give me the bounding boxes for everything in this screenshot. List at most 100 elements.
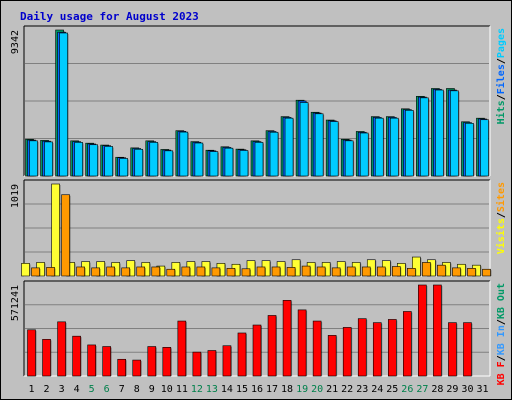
bar-pages-12 xyxy=(194,142,204,177)
x-tick-label: 1 xyxy=(29,384,35,395)
bar xyxy=(284,117,294,177)
x-tick-label: 24 xyxy=(371,384,383,395)
bar-pages-28 xyxy=(435,89,445,177)
bar xyxy=(405,110,414,177)
bar xyxy=(418,284,427,377)
bar-sites-6 xyxy=(106,266,116,277)
bar-sites-25 xyxy=(391,266,402,277)
x-tick-label: 7 xyxy=(119,384,125,395)
bar xyxy=(119,158,129,177)
bar-kb-f-28 xyxy=(433,284,443,377)
bar xyxy=(327,335,337,377)
bar-pages-26 xyxy=(405,110,415,177)
bar xyxy=(297,309,307,377)
bar xyxy=(76,266,85,277)
x-tick-label: 25 xyxy=(386,384,398,395)
bar xyxy=(269,131,279,177)
bar xyxy=(164,150,174,177)
legend-entry: / xyxy=(496,319,507,325)
bar-kb-f-16 xyxy=(252,324,262,377)
bar xyxy=(151,266,161,277)
bar-sites-29 xyxy=(452,267,462,277)
x-tick-label: 29 xyxy=(446,384,458,395)
bar xyxy=(104,146,113,177)
bar-kb-f-23 xyxy=(357,318,368,377)
bar-sites-14 xyxy=(226,268,236,277)
bar-sites-15 xyxy=(241,268,251,277)
bar xyxy=(241,268,251,277)
bar xyxy=(74,142,83,177)
bar xyxy=(467,268,476,277)
bar xyxy=(29,140,38,177)
bar xyxy=(181,266,191,277)
bar xyxy=(482,268,491,277)
bar-kb-f-10 xyxy=(162,347,172,377)
bar xyxy=(435,89,444,177)
right-legend: Visits/Sites xyxy=(495,182,507,254)
bar xyxy=(286,267,296,277)
bar xyxy=(162,347,172,377)
x-tick-label: 20 xyxy=(311,384,323,395)
bar xyxy=(346,266,356,277)
bar xyxy=(389,117,399,177)
x-tick-label: 26 xyxy=(401,384,413,395)
bar-sites-13 xyxy=(211,267,221,277)
bar-pages-22 xyxy=(344,140,355,177)
x-tick-label: 14 xyxy=(221,384,233,395)
bar xyxy=(372,322,382,377)
bar xyxy=(437,264,446,277)
bar-pages-21 xyxy=(329,121,340,177)
bar-sites-19 xyxy=(301,265,312,277)
legend-entry: Sites xyxy=(495,182,507,212)
bar xyxy=(147,346,157,377)
bar-kb-f-17 xyxy=(267,315,278,377)
bar xyxy=(46,267,55,277)
bar-pages-16 xyxy=(254,142,264,177)
bar xyxy=(344,140,354,177)
bar xyxy=(452,267,461,277)
bar-sites-4 xyxy=(76,266,86,277)
bar-pages-7 xyxy=(119,158,129,177)
bar-sites-2 xyxy=(46,267,56,277)
bar xyxy=(196,266,206,277)
bar xyxy=(301,265,311,277)
bar-sites-7 xyxy=(121,267,131,277)
bar-sites-9 xyxy=(151,266,161,277)
right-legend: KB F/KB In/KB Out xyxy=(496,283,507,385)
bar xyxy=(27,329,36,377)
bar-pages-4 xyxy=(74,142,84,177)
x-tick-label: 21 xyxy=(326,384,338,395)
bar-kb-f-3 xyxy=(57,321,67,377)
bar xyxy=(117,358,127,377)
bar xyxy=(72,335,81,377)
bar xyxy=(222,345,232,377)
bar-pages-5 xyxy=(89,144,99,177)
bar-kb-f-30 xyxy=(463,322,473,377)
bar xyxy=(149,142,159,177)
bar-pages-8 xyxy=(134,148,144,177)
legend-entry: / xyxy=(496,94,507,100)
bar xyxy=(44,141,53,177)
bar-pages-13 xyxy=(209,151,219,177)
panel-visits-sites: 1019 Visits/Sites xyxy=(10,179,507,277)
bar xyxy=(21,263,30,277)
bar xyxy=(361,266,371,277)
bar xyxy=(465,123,474,177)
bar-sites-26 xyxy=(407,268,417,277)
bar-kb-f-7 xyxy=(117,358,127,377)
bar-kb-f-18 xyxy=(282,300,293,377)
x-tick-label: 6 xyxy=(104,384,110,395)
bar-kb-f-4 xyxy=(72,335,82,377)
bar xyxy=(357,318,367,377)
bar xyxy=(299,102,309,177)
bar xyxy=(91,267,100,277)
bar xyxy=(267,315,277,377)
bar-visits-16 xyxy=(246,260,256,277)
x-tick-label: 15 xyxy=(236,384,248,395)
legend-entry: / xyxy=(496,212,507,218)
bar xyxy=(316,266,326,277)
bar-pages-30 xyxy=(465,123,475,177)
